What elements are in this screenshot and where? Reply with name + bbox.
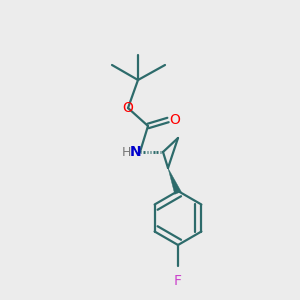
Text: O: O bbox=[123, 101, 134, 115]
Polygon shape bbox=[168, 168, 181, 194]
Text: H: H bbox=[121, 146, 131, 160]
Text: N: N bbox=[130, 145, 142, 159]
Text: F: F bbox=[174, 274, 182, 288]
Text: O: O bbox=[169, 113, 180, 127]
